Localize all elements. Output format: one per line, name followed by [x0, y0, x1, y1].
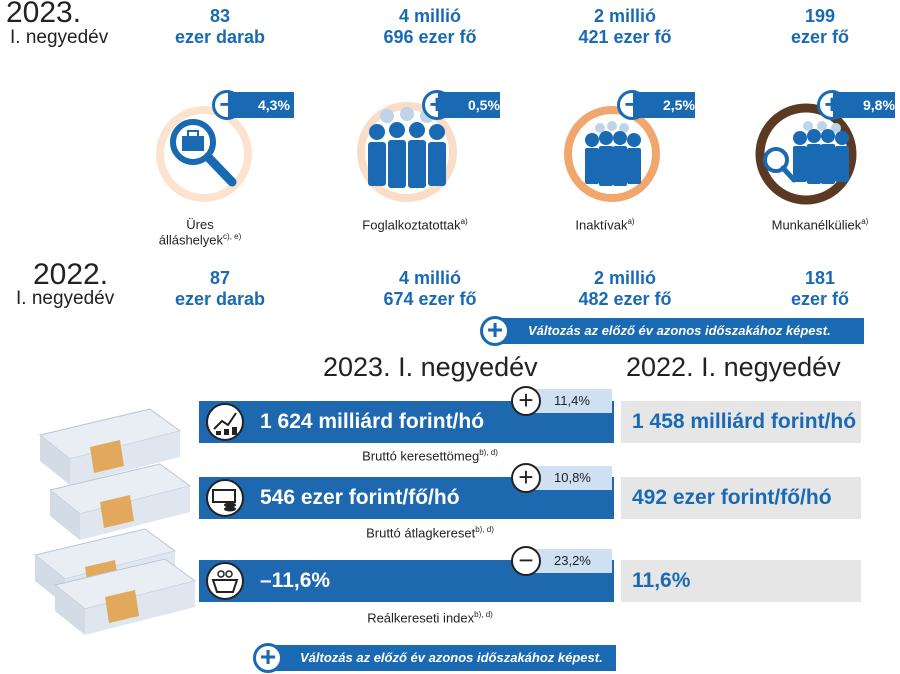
inactive-label: Inaktívaka): [575, 217, 635, 233]
stat-unemployed-2023: 199 ezer fő: [790, 6, 850, 47]
unemployed-search-icon: [755, 103, 857, 205]
wage-value-2023-real: –11,6%: [260, 569, 331, 592]
unemployed-change: 9,8%: [833, 92, 895, 118]
wage-value-2023-average: 546 ezer forint/fő/hó: [260, 486, 460, 509]
header-2023: 2023. I. negyedév: [323, 352, 538, 382]
indicator-vacancies: [148, 86, 288, 216]
indicator-unemployed: [748, 86, 888, 216]
banknote-stacks-icon: [33, 408, 197, 635]
shopping-basket-icon: [206, 562, 244, 600]
legend-change-top: Változás az előző év azonos időszakához …: [490, 318, 864, 344]
wage-change-total-sign: +: [511, 386, 541, 416]
employed-change: 0,5%: [438, 92, 500, 118]
wage-label-real: Reálkereseti indexb), d): [367, 610, 493, 626]
wage-bar-2022-real: [621, 560, 861, 602]
stat-employed-2022: 4 millió 674 ezer fő: [383, 268, 477, 309]
wage-change-real-sign: −: [511, 546, 541, 576]
employed-label: Foglalkoztatottaka): [362, 217, 468, 233]
stat-inactive-2022: 2 millió 482 ezer fő: [578, 268, 672, 309]
wage-value-2022-total: 1 458 milliárd forint/hó: [632, 410, 857, 433]
briefcase-magnifier-icon: [156, 106, 252, 202]
inactive-change: 2,5%: [633, 92, 695, 118]
vacancies-change: 4,3%: [228, 92, 294, 118]
header-2022: 2022. I. negyedév: [626, 352, 841, 382]
money-stacks-illustration: [20, 395, 200, 655]
wage-value-2022-real: 11,6%: [632, 569, 691, 592]
wage-value-2023-total: 1 624 milliárd forint/hó: [260, 410, 485, 433]
unemployed-label: Munkanélkülieka): [771, 217, 869, 233]
legend-plus-icon: +: [480, 316, 510, 346]
growth-coins-icon: [206, 403, 244, 441]
stat-employed-2023: 4 millió 696 ezer fő: [383, 6, 477, 47]
stat-unemployed-2022: 181 ezer fő: [790, 268, 850, 309]
stat-vacancies-2022: 87 ezer darab: [174, 268, 266, 309]
indicator-inactive: [548, 86, 688, 216]
quarter-2022: I. negyedév: [16, 288, 115, 309]
money-coins-icon: [206, 479, 244, 517]
legend-plus-icon-bottom: +: [253, 643, 283, 673]
year-2023: 2023.: [6, 0, 82, 29]
inactive-people-icon: [564, 106, 660, 202]
stat-inactive-2023: 2 millió 421 ezer fő: [578, 6, 672, 47]
legend-change-bottom: Változás az előző év azonos időszakához …: [262, 645, 616, 671]
quarter-2023: I. negyedév: [10, 27, 109, 48]
wage-label-average: Bruttó átlagkeresetb), d): [366, 525, 494, 541]
employees-group-icon: [357, 102, 457, 202]
vacancies-label: Üres álláshelyekc), e): [158, 217, 242, 248]
wage-value-2022-average: 492 ezer forint/fő/hó: [632, 486, 832, 509]
year-2022: 2022.: [33, 258, 109, 291]
wage-change-average-sign: +: [511, 463, 541, 493]
wage-change-real: 23,2%: [526, 549, 612, 573]
wage-bar-2022-average: [621, 477, 861, 519]
wage-label-total: Bruttó keresettömegb), d): [362, 448, 498, 464]
wage-bar-2022-total: [621, 401, 861, 443]
indicator-employed: [345, 86, 485, 216]
stat-vacancies-2023: 83 ezer darab: [174, 6, 266, 47]
